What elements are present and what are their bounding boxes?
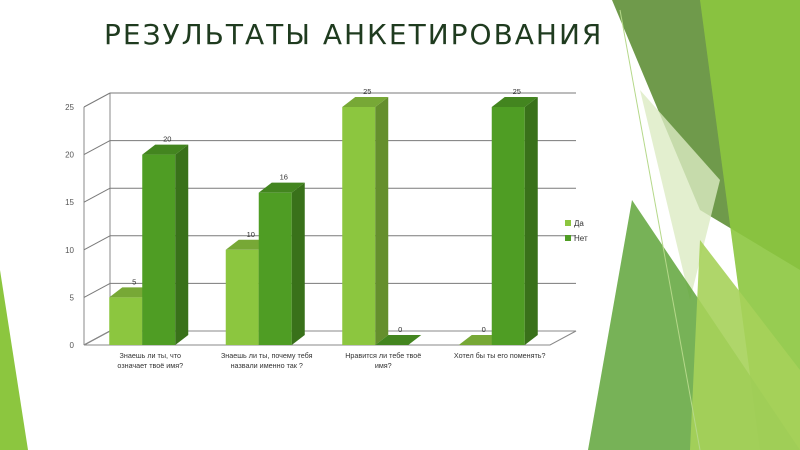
bar-top xyxy=(375,335,422,345)
legend-label-yes: Да xyxy=(574,219,584,228)
y-tick-label: 10 xyxy=(65,246,74,255)
chart-legend: Да Нет xyxy=(565,219,588,243)
deco-shape-bottom-right xyxy=(690,240,800,450)
bar-top xyxy=(491,97,538,107)
bar-side xyxy=(524,97,538,345)
bar-yes-3 xyxy=(342,97,389,345)
data-label: 20 xyxy=(163,135,171,144)
bar-front xyxy=(342,107,376,345)
bar-no-2 xyxy=(258,182,305,345)
bar-side xyxy=(375,97,389,345)
bar-no-4 xyxy=(491,97,538,345)
x-category-label: Знаешь ли ты, что xyxy=(120,351,181,360)
chart-bars xyxy=(109,97,538,345)
deco-shape-left xyxy=(0,270,28,450)
bar-top xyxy=(142,144,189,155)
y-tick-label: 15 xyxy=(65,198,74,207)
data-label: 5 xyxy=(132,277,136,286)
y-tick-label: 25 xyxy=(65,103,74,112)
gridline-depth xyxy=(83,187,111,203)
y-tick-label: 0 xyxy=(70,341,75,350)
bar-side xyxy=(175,144,189,345)
bar-top xyxy=(342,97,389,107)
deco-line xyxy=(619,9,701,450)
bar-side xyxy=(291,182,305,345)
x-category-label: Хотел бы ты его поменять? xyxy=(454,351,546,360)
gridline-depth xyxy=(83,282,111,298)
x-category-label: назвали именно так ? xyxy=(231,361,303,370)
bar-no-3 xyxy=(375,335,422,345)
gridline-depth xyxy=(83,140,111,156)
bar-front xyxy=(258,192,292,345)
x-category-label: Нравится ли тебе твоё xyxy=(345,351,421,360)
y-tick-label: 5 xyxy=(70,293,75,302)
data-label: 10 xyxy=(247,230,255,239)
bar-front xyxy=(225,249,259,345)
y-tick-label: 20 xyxy=(65,151,74,160)
gridline-depth xyxy=(83,92,111,108)
data-label: 0 xyxy=(398,325,402,334)
legend-label-no: Нет xyxy=(574,234,588,243)
x-category-label: означает твоё имя? xyxy=(117,361,183,370)
bar-top xyxy=(258,182,305,193)
bar-front xyxy=(142,154,176,345)
bar-front xyxy=(491,107,525,345)
page-title: РЕЗУЛЬТАТЫ АНКЕТИРОВАНИЯ xyxy=(104,18,604,51)
data-label: 25 xyxy=(363,87,371,96)
bar-front xyxy=(109,297,143,345)
gridline-depth xyxy=(83,235,111,251)
data-label: 16 xyxy=(280,173,288,182)
legend-swatch-no xyxy=(565,235,571,241)
x-category-label: Знаешь ли ты, почему тебя xyxy=(221,351,313,360)
bar-no-1 xyxy=(142,144,189,345)
data-label: 0 xyxy=(482,325,486,334)
data-label: 25 xyxy=(513,87,521,96)
legend-swatch-yes xyxy=(565,220,571,226)
x-category-label: имя? xyxy=(375,361,392,370)
